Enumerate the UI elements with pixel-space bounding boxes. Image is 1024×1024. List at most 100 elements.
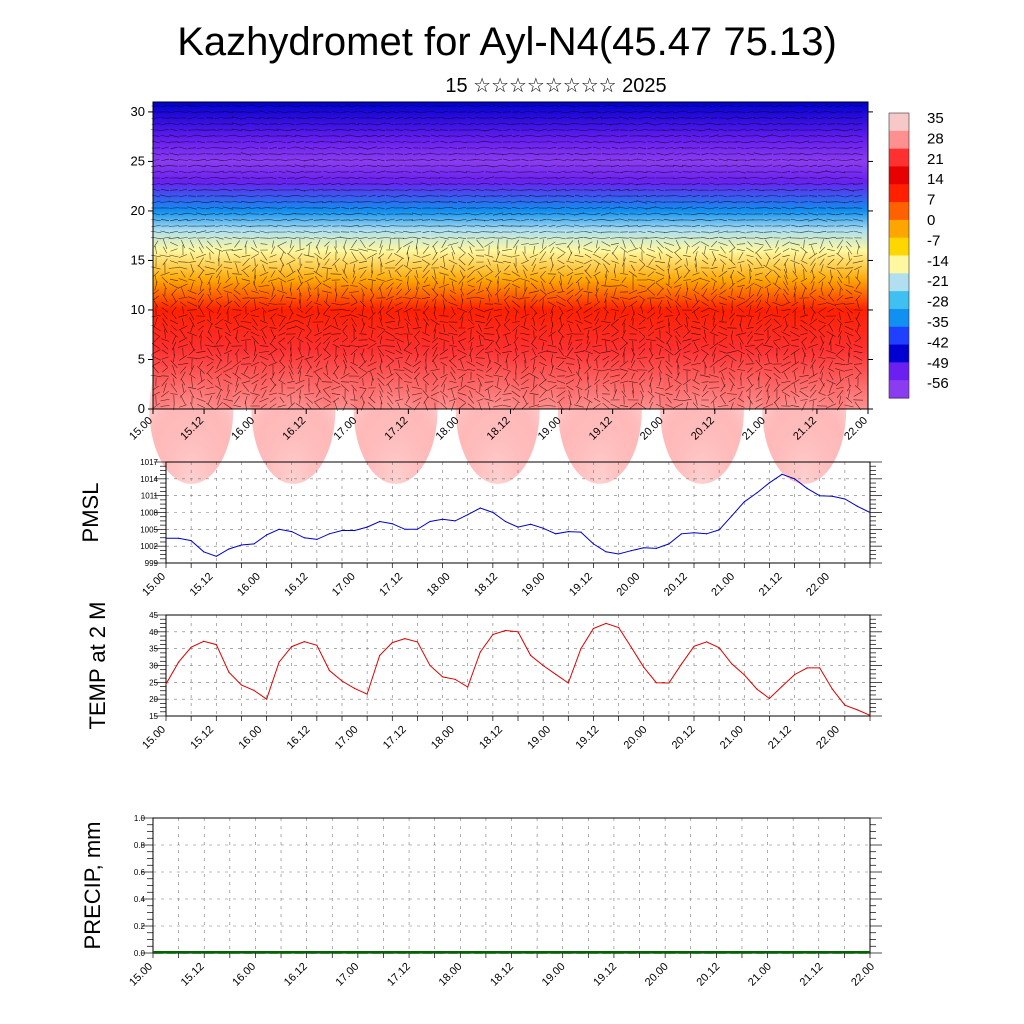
x-tick-label: 15.12 [188,571,216,599]
colorbar: 35 28 21 14 7 0 -7 -14 -21 -28 -35 -42 -49 -56 [888,110,949,399]
x-tick-label: 21.12 [766,724,794,752]
precip-bar [538,953,548,954]
precip-bar [205,953,215,954]
series-point [781,685,783,688]
series-point [706,533,708,535]
temperature-panel: 15 20 25 30 35 40 45 15.00 15.12 16.00 16.12 17.00 1… [85,602,882,752]
precip-bar [320,953,330,954]
y-tick-label: 1002 [140,542,158,551]
series-point [316,538,318,541]
precip-bar [461,953,471,954]
series-point [442,518,444,520]
x-tick-label: 19.12 [591,961,619,989]
series-point [366,693,368,695]
chart-subtitle: 15 ☆☆☆☆☆☆☆☆ 2025 [445,75,666,97]
series-point [354,529,356,532]
precip-bar [243,953,253,954]
series-point [341,529,343,532]
x-tick-label: 18.00 [425,571,453,599]
y-tick-label: 25 [149,678,158,687]
y-tick-label: 0.6 [134,868,146,877]
wind-barbs [150,104,864,412]
series-point [178,661,180,663]
x-tick-label: 16.12 [285,724,313,752]
precip-bar [563,953,573,954]
x-tick-label: 16.12 [282,961,310,989]
x-tick-label: 18.00 [437,961,465,989]
y-tick-label: 0.4 [134,895,146,904]
y-axis-label: TEMP at 2 M [85,602,110,730]
series-point [404,528,406,530]
pmsl-panel: 999 1002 1005 1008 1011 1014 1017 15.00 15.12 16.… [78,458,882,599]
series-point [668,543,670,545]
x-tick-label: 15.00 [127,961,155,989]
precip-bar [448,953,458,954]
precip-bar [282,953,291,954]
series-point [781,473,783,475]
series-point [303,537,305,539]
series-point [743,674,745,676]
series-point [555,533,557,535]
x-tick-label: 21.12 [798,961,826,989]
y-tick-label: 1.0 [134,814,146,823]
colorbar-label: 28 [927,130,944,147]
series-point [228,671,230,673]
y-tick-label: 15 [149,712,158,721]
precip-bar [832,953,842,954]
series-point [731,515,733,517]
series-point [605,551,607,553]
series-point [542,664,544,667]
series-point [228,548,230,550]
x-tick-label: 17.12 [377,571,405,599]
series-point [530,523,532,525]
y-tick-label: 30 [131,104,145,119]
series-point [542,527,544,529]
precip-bar [474,953,484,954]
colorbar-swatch [889,344,909,363]
series-point [379,520,381,523]
precip-bar [550,953,560,954]
precip-bar [410,953,420,954]
series-point [492,511,494,514]
precip-bar [845,953,855,954]
series-point [856,505,859,507]
precip-bar [614,953,624,954]
series-point [643,547,645,549]
series-point [178,537,180,539]
y-tick-label: 45 [149,611,158,620]
colorbar-label: 14 [927,171,944,188]
series-point [856,709,859,711]
series-point [517,631,519,633]
y-tick-label: 20 [149,695,158,704]
series-point [592,627,595,630]
series-point [655,547,657,550]
series-point [492,633,494,636]
series-point [794,478,796,480]
colorbar-swatch [889,130,909,150]
precip-bar [525,953,535,954]
series-point [454,678,456,680]
series-point [517,526,519,528]
series-point [190,646,192,648]
precip-bar [717,953,727,954]
x-tick-label: 15.00 [140,571,168,599]
precip-bar [602,953,612,954]
x-tick-label: 20.12 [694,961,722,989]
x-tick-label: 17.00 [330,571,358,599]
precip-bar [256,953,266,954]
series-point [278,661,280,663]
series-point [416,641,418,643]
precip-bar [499,953,509,954]
series-point [479,651,481,653]
series-point [605,622,607,625]
series-point [555,673,557,675]
colorbar-label: -21 [927,273,949,290]
series-point [567,682,569,684]
series-point [831,495,833,497]
y-tick-label: 1017 [140,458,158,467]
series-point [454,520,456,522]
series-point [567,531,569,533]
colorbar-label: 0 [927,212,935,229]
series-point [693,532,695,534]
chart-title: Kazhydromet for Ayl-N4(45.47 75.13) [177,20,837,64]
